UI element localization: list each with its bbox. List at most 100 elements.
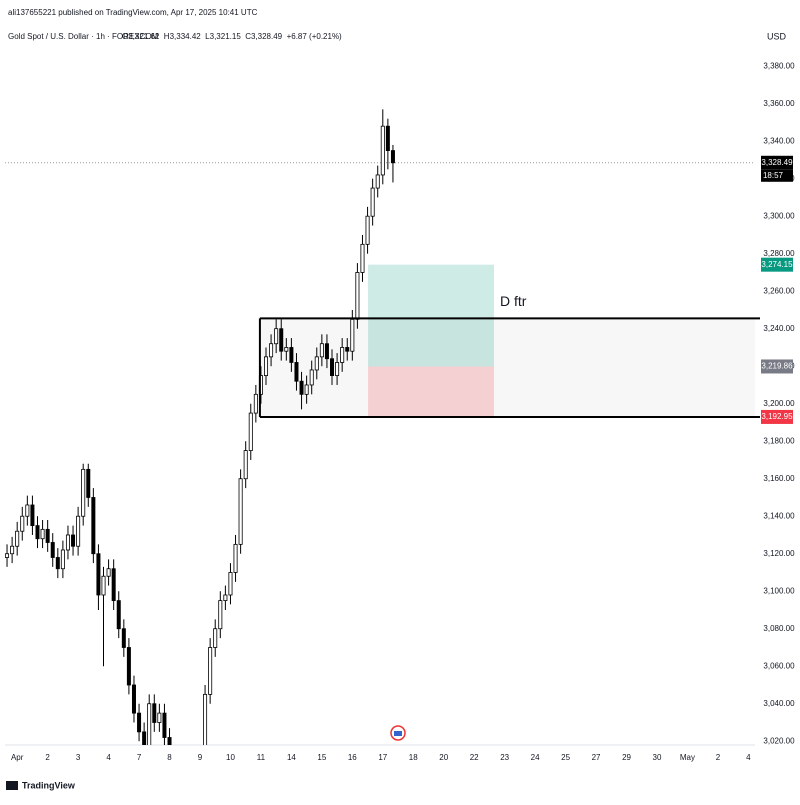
x-tick-label: 24	[531, 753, 540, 762]
y-tick-label: 3,060.00	[763, 661, 795, 670]
candle-body	[360, 243, 365, 273]
candle-body	[5, 553, 10, 558]
candle-body	[121, 628, 126, 648]
candle-body	[71, 534, 76, 547]
price-label: 3,192.95	[761, 412, 793, 421]
x-tick-label: 23	[500, 753, 509, 762]
candle-body	[284, 347, 289, 352]
candle-body	[390, 150, 395, 164]
candle-body	[152, 703, 157, 723]
candle-body	[208, 647, 213, 695]
y-tick-label: 3,340.00	[763, 136, 795, 145]
candle-body	[96, 553, 101, 596]
candle-body	[45, 528, 50, 543]
candle-body	[294, 362, 299, 382]
candle-body	[126, 647, 131, 686]
candle-body	[335, 362, 340, 376]
y-tick-label: 3,300.00	[763, 211, 795, 220]
price-label-bg	[761, 257, 793, 272]
candle-body	[30, 504, 35, 527]
x-tick-label: 2	[45, 753, 50, 762]
candle-body	[279, 328, 284, 352]
candle-body	[81, 468, 86, 517]
candle-body	[228, 572, 233, 596]
candle-body	[40, 528, 45, 540]
candle-body	[76, 515, 81, 547]
x-tick-label: 27	[592, 753, 601, 762]
candle-body	[350, 318, 355, 352]
x-tick-label: 10	[226, 753, 235, 762]
price-label: 3,274.15	[761, 260, 793, 269]
candle-body	[218, 600, 223, 630]
candle-body	[147, 703, 152, 745]
candle-body	[137, 712, 142, 733]
x-tick-label: 2	[716, 753, 721, 762]
plot-area	[5, 109, 755, 798]
y-tick-label: 3,080.00	[763, 624, 795, 633]
target-zone	[368, 264, 494, 367]
published: ali137655221 published on TradingView.co…	[8, 8, 258, 17]
candle-body	[35, 525, 40, 540]
candle-body	[340, 347, 345, 363]
price-label: 3,328.49	[761, 158, 793, 167]
stop-zone	[368, 366, 494, 417]
candle-body	[20, 515, 25, 532]
candle-body	[60, 549, 65, 570]
y-tick-label: 3,120.00	[763, 549, 795, 558]
y-tick-label: 3,160.00	[763, 474, 795, 483]
candle-body	[264, 356, 269, 376]
candle-body	[253, 393, 258, 414]
x-tick-label: 18	[409, 753, 418, 762]
y-tick-label: 3,200.00	[763, 399, 795, 408]
x-tick-label: 7	[137, 753, 142, 762]
x-tick-label: Apr	[11, 753, 24, 762]
candle-body	[370, 187, 375, 217]
candle-body	[111, 568, 116, 602]
y-tick-label: 3,100.00	[763, 586, 795, 595]
x-tick-label: 9	[198, 753, 203, 762]
symbol: Gold Spot / U.S. Dollar · 1h · FOREXCOM	[8, 32, 159, 41]
candle-body	[304, 384, 309, 395]
candle-body	[86, 468, 91, 498]
countdown: 18:57	[763, 171, 784, 180]
x-tick-label: 14	[287, 753, 296, 762]
candle-body	[309, 369, 314, 386]
candle-body	[248, 412, 253, 451]
price-label-bg	[761, 155, 793, 170]
y-tick-label: 3,280.00	[763, 249, 795, 258]
candle-body	[131, 684, 136, 714]
y-tick-label: 3,360.00	[763, 99, 795, 108]
x-tick-label: 16	[348, 753, 357, 762]
candle-body	[213, 628, 218, 648]
zone-box	[260, 318, 755, 417]
y-tick-label: 3,240.00	[763, 324, 795, 333]
candle-body	[91, 497, 96, 555]
candle-body	[274, 328, 279, 345]
x-tick-label: 17	[378, 753, 387, 762]
candle-body	[55, 557, 60, 570]
brand: TradingView	[22, 780, 76, 790]
x-tick-label: 29	[622, 753, 631, 762]
candle-body	[269, 343, 274, 358]
y-tick-label: 3,020.00	[763, 736, 795, 745]
x-tick-label: 20	[439, 753, 448, 762]
candle-body	[203, 693, 208, 745]
y-tick-label: 3,380.00	[763, 61, 795, 70]
candle-body	[233, 543, 238, 573]
y-tick-label: 3,040.00	[763, 699, 795, 708]
candle-body	[173, 769, 176, 788]
candle-body	[289, 347, 294, 363]
x-tick-label: 4	[106, 753, 111, 762]
x-tick-label: 30	[653, 753, 662, 762]
candle-body	[167, 737, 172, 745]
candle-body	[365, 215, 370, 245]
y-tick-label: 3,140.00	[763, 511, 795, 520]
candle-body	[25, 504, 30, 517]
candle-body	[375, 174, 380, 189]
y-tick-label: 3,260.00	[763, 286, 795, 295]
candle-body	[65, 534, 70, 551]
candle-body	[50, 542, 55, 558]
candle-body	[198, 760, 201, 798]
candle-body	[380, 125, 385, 176]
candle-body	[385, 125, 390, 151]
